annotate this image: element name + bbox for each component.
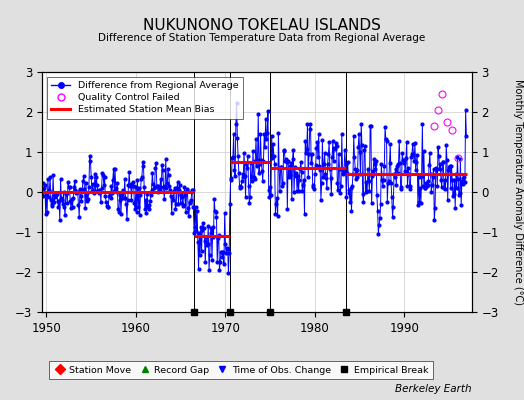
Legend: Difference from Regional Average, Quality Control Failed, Estimated Station Mean: Difference from Regional Average, Qualit… (47, 77, 243, 119)
Text: NUKUNONO TOKELAU ISLANDS: NUKUNONO TOKELAU ISLANDS (143, 18, 381, 34)
Text: Berkeley Earth: Berkeley Earth (395, 384, 472, 394)
Text: Difference of Station Temperature Data from Regional Average: Difference of Station Temperature Data f… (99, 33, 425, 43)
Y-axis label: Monthly Temperature Anomaly Difference (°C): Monthly Temperature Anomaly Difference (… (512, 79, 522, 305)
Legend: Station Move, Record Gap, Time of Obs. Change, Empirical Break: Station Move, Record Gap, Time of Obs. C… (49, 361, 433, 379)
